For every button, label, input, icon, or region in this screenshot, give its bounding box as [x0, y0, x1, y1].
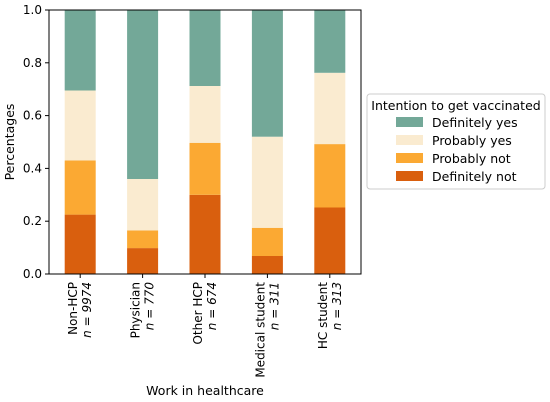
bar-segment	[64, 214, 96, 274]
bar-segment	[189, 142, 221, 195]
bar-segment	[64, 160, 96, 215]
x-tick-label: Other HCP	[191, 282, 205, 345]
legend: Intention to get vaccinated Definitely y…	[366, 93, 546, 190]
bar-segment	[314, 10, 346, 73]
x-axis-ticks: Non-HCP n = 9974 Physician n = 770 Other HCP…	[66, 274, 344, 378]
y-tick-label: 0.8	[23, 56, 42, 70]
bar-segment	[127, 230, 159, 249]
bar-segment	[189, 194, 221, 274]
legend-swatch	[396, 171, 423, 181]
bars-group	[64, 10, 346, 274]
x-tick-label: Medical student	[253, 282, 267, 378]
y-tick-label: 1.0	[23, 3, 42, 17]
bar-segment	[251, 256, 283, 274]
x-tick-label: Physician	[129, 282, 143, 338]
x-tick-label-n: n = 313	[330, 282, 344, 330]
bar-segment	[189, 86, 221, 143]
bar-segment	[251, 227, 283, 256]
x-tick-label-n: n = 770	[143, 282, 157, 331]
bar-segment	[127, 179, 159, 231]
y-tick-label: 0.0	[23, 267, 42, 281]
bar-segment	[314, 72, 346, 145]
bar-segment	[127, 248, 159, 274]
legend-swatch	[396, 135, 423, 145]
legend-swatch	[396, 153, 423, 163]
legend-label: Definitely not	[432, 169, 517, 184]
legend-label: Probably yes	[432, 133, 512, 148]
x-tick-label: Non-HCP	[66, 282, 80, 335]
legend-title: Intention to get vaccinated	[371, 98, 540, 113]
bar-segment	[314, 144, 346, 208]
bar-segment	[189, 10, 221, 86]
x-tick-label-n: n = 311	[267, 282, 281, 330]
x-tick-label-n: n = 9974	[80, 282, 94, 338]
y-axis-ticks: 0.0 0.2 0.4 0.6 0.8 1.0	[23, 3, 49, 281]
x-axis-title: Work in healthcare	[146, 383, 264, 398]
legend-items: Definitely yes Probably yes Probably not De…	[396, 115, 518, 184]
y-tick-label: 0.2	[23, 214, 42, 228]
y-tick-label: 0.6	[23, 109, 42, 123]
bar-segment	[127, 10, 159, 179]
x-tick-label: HC student	[316, 282, 330, 349]
bar-segment	[251, 10, 283, 137]
bar-segment	[314, 207, 346, 274]
y-tick-label: 0.4	[23, 161, 42, 175]
bar-segment	[64, 90, 96, 161]
legend-swatch	[396, 117, 423, 127]
y-axis-title: Percentages	[2, 104, 17, 181]
legend-label: Probably not	[432, 151, 511, 166]
x-tick-label-n: n = 674	[205, 282, 219, 330]
legend-label: Definitely yes	[432, 115, 518, 130]
bar-segment	[251, 136, 283, 228]
bar-segment	[64, 10, 96, 91]
